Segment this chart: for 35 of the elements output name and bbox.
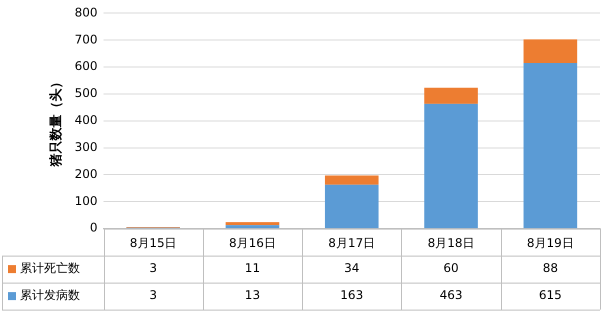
bar	[324, 184, 379, 228]
y-tick-label: 700	[74, 32, 98, 46]
data-label: 3	[149, 288, 157, 302]
x-tick-label: 8月18日	[428, 236, 475, 250]
bar	[524, 63, 578, 228]
bar	[424, 88, 478, 104]
y-tick-label: 400	[74, 113, 98, 128]
x-tick-label: 8月19日	[526, 236, 574, 250]
data-label: 163	[340, 288, 364, 302]
x-tick-label: 8月17日	[328, 236, 376, 250]
x-tick-label: 8月16日	[229, 236, 276, 250]
bar	[524, 39, 578, 64]
bar	[226, 225, 280, 228]
data-label: 3	[149, 261, 157, 276]
y-tick-label: 500	[74, 86, 98, 100]
data-label: 34	[344, 261, 360, 276]
data-label: 615	[538, 288, 562, 302]
y-tick-label: 100	[74, 194, 98, 208]
data-label: 88	[542, 261, 558, 276]
y-tick-label: 600	[74, 59, 98, 74]
data-label: 13	[244, 288, 260, 302]
legend-label: 累计死亡数	[20, 261, 80, 276]
y-axis-title: 猪只数量（头）	[49, 75, 64, 168]
y-tick-label: 800	[74, 5, 98, 20]
y-tick-label: 200	[74, 166, 98, 181]
y-tick-label: 0	[90, 220, 98, 235]
y-tick-label: 300	[74, 140, 98, 154]
data-label: 11	[244, 261, 260, 276]
x-tick-label: 8月15日	[130, 236, 177, 250]
bar	[424, 104, 478, 228]
legend-label: 累计发病数	[20, 288, 80, 302]
bar	[226, 222, 280, 226]
bar	[324, 176, 379, 185]
data-label: 463	[440, 288, 463, 302]
data-label: 60	[443, 261, 459, 276]
